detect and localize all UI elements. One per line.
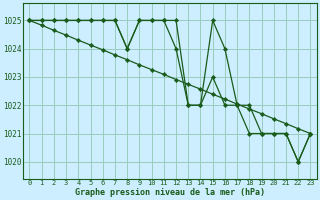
X-axis label: Graphe pression niveau de la mer (hPa): Graphe pression niveau de la mer (hPa)	[75, 188, 265, 197]
